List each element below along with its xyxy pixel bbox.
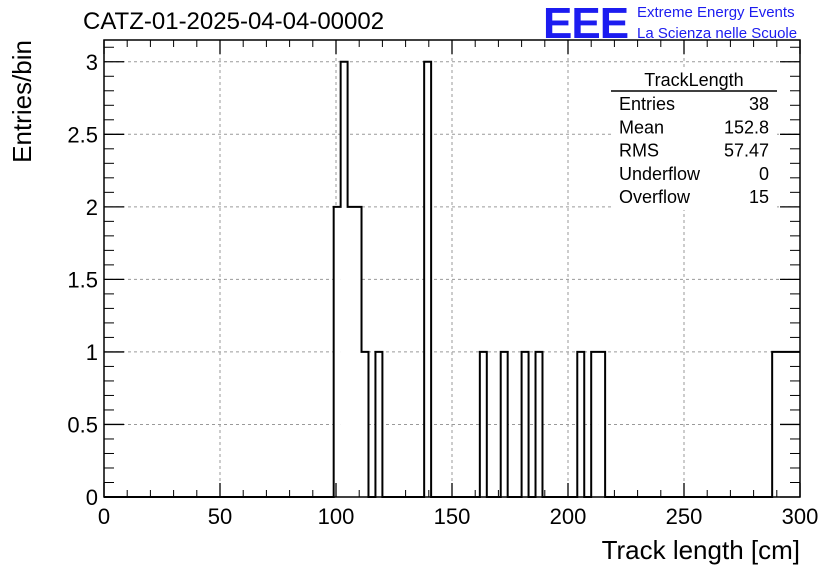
stats-row-label: Mean [619,117,664,137]
x-tick-label: 300 [782,504,819,529]
histogram-bar [361,351,369,497]
stats-box: TrackLength Entries 38 Mean 152.8 RMS 57.47 Und… [611,68,777,210]
stats-row-value: 15 [749,187,769,207]
y-tick-label: 2 [86,195,98,220]
x-tick-label: 150 [434,504,471,529]
y-tick-label: 2.5 [67,122,98,147]
eee-logo-line-2: La Scienza nelle Scuole [637,25,798,42]
histogram-bar [577,351,585,497]
x-tick-label: 50 [208,504,232,529]
run-title: CATZ-01-2025-04-04-00002 [83,8,385,35]
x-tick-label: 100 [318,504,355,529]
eee-logo-line-1: Extreme Energy Events [637,4,795,21]
y-tick-label: 0 [86,485,98,510]
x-axis-label: Track length [cm] [602,535,800,565]
stats-row-value: 38 [749,94,769,114]
y-tick-label: 1 [86,340,98,365]
histogram-bar [598,351,606,497]
histogram-bar [347,206,355,498]
histogram-bar [479,351,487,497]
histogram-bar [500,351,508,497]
histogram-bar [521,351,529,497]
y-tick-label: 0.5 [67,412,98,437]
stats-row-label: Underflow [619,164,701,184]
y-tick-label: 1.5 [67,267,98,292]
histogram-bar [375,351,383,497]
stats-box-title: TrackLength [644,70,743,90]
stats-row-label: RMS [619,141,659,161]
x-tick-label: 250 [666,504,703,529]
histogram-bar [333,206,341,498]
stats-row-value: 0 [759,164,769,184]
y-tick-label: 3 [86,50,98,75]
stats-row-label: Entries [619,94,675,114]
x-tick-label: 0 [98,504,110,529]
stats-row-value: 152.8 [724,117,769,137]
histogram-bar [354,206,362,498]
y-axis-label: Entries/bin [7,40,37,163]
histogram-bar [772,351,780,497]
histogram-bar [535,351,543,497]
histogram-bar [591,351,599,497]
histogram-bar [424,61,432,498]
histogram-bar [340,61,348,498]
x-tick-label: 200 [550,504,587,529]
stats-row-label: Overflow [619,187,691,207]
stats-row-value: 57.47 [724,141,769,161]
